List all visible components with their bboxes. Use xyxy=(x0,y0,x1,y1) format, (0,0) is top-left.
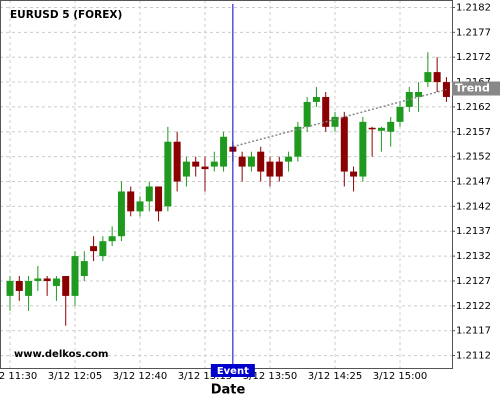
candle-body xyxy=(173,141,181,182)
candle-body xyxy=(164,141,172,207)
y-tick-label: 1.2137 xyxy=(456,226,491,237)
y-tick-label: 1.2142 xyxy=(456,201,491,212)
candle-body xyxy=(182,161,190,177)
candle-body xyxy=(43,278,51,281)
candle-body xyxy=(331,116,339,127)
trend-label: Trend xyxy=(455,82,490,95)
candle-body xyxy=(350,171,358,177)
candle-body xyxy=(127,191,135,212)
candle-body xyxy=(62,276,70,296)
candle-body xyxy=(108,236,116,242)
candle-body xyxy=(368,127,376,130)
watermark: www.delkos.com xyxy=(14,349,108,360)
candle-body xyxy=(387,121,395,132)
candle-body xyxy=(192,161,200,167)
chart-title: EURUSD 5 (FOREX) xyxy=(10,9,122,21)
candle-body xyxy=(99,241,107,257)
candle-body xyxy=(25,280,33,296)
y-tick-label: 1.2147 xyxy=(456,177,491,188)
candle-body xyxy=(312,96,320,102)
candle-body xyxy=(442,82,450,97)
trend-label-box xyxy=(452,81,500,96)
x-tick-label: 3/12 12:40 xyxy=(113,371,167,382)
y-tick-label: 1.2122 xyxy=(456,301,491,312)
candle-body xyxy=(257,151,265,172)
grid xyxy=(0,0,452,368)
candle-body xyxy=(247,156,255,167)
candle-body xyxy=(322,96,330,127)
x-tick-label: 3/12 15:00 xyxy=(373,371,427,382)
y-tick-label: 1.2117 xyxy=(456,326,491,337)
candle-body xyxy=(136,201,144,212)
candle-body xyxy=(275,161,283,177)
trend-line xyxy=(232,88,447,148)
candle-body xyxy=(145,186,153,202)
candle-body xyxy=(303,101,311,127)
x-axis-label: Date xyxy=(211,383,246,398)
candle-body xyxy=(433,72,441,83)
y-tick-label: 1.2157 xyxy=(456,127,491,138)
candle-body xyxy=(340,116,348,172)
y-tick-label: 1.2162 xyxy=(456,102,491,113)
candle-body xyxy=(71,256,79,296)
x-tick-label: 3/12 11:30 xyxy=(0,371,37,382)
y-tick-label: 1.2172 xyxy=(456,52,491,63)
x-tick-label: 3/12 13:50 xyxy=(243,371,297,382)
candle-body xyxy=(15,280,23,291)
candle-body xyxy=(80,261,88,276)
x-tick-label: 3/12 12:05 xyxy=(48,371,102,382)
y-tick-label: 1.2132 xyxy=(456,251,491,262)
candle-body xyxy=(34,278,42,281)
x-tick-label: 3/12 13:15 xyxy=(178,371,232,382)
x-tick-label: 3/12 14:25 xyxy=(308,371,362,382)
candle-body xyxy=(424,72,432,83)
candle-body xyxy=(415,92,423,97)
candle-body xyxy=(405,92,413,107)
candle-body xyxy=(52,278,60,286)
candle-body xyxy=(238,156,246,167)
candle-body xyxy=(201,166,209,170)
candle-body xyxy=(285,156,293,162)
marks xyxy=(6,4,450,368)
y-tick-label: 1.2177 xyxy=(456,27,491,38)
y-tick-label: 1.2112 xyxy=(456,351,491,362)
event-label-box xyxy=(210,364,255,377)
candle-body xyxy=(155,186,163,212)
y-tick-label: 1.2152 xyxy=(456,152,491,163)
candle-body xyxy=(90,246,98,252)
y-tick-label: 1.2127 xyxy=(456,276,491,287)
candle-body xyxy=(266,161,274,177)
candle-body xyxy=(294,126,302,157)
candle-body xyxy=(377,127,385,131)
candle-body xyxy=(396,106,404,122)
y-tick-label: 1.2182 xyxy=(456,2,491,13)
candle-body xyxy=(359,121,367,177)
candle-body xyxy=(117,191,125,237)
candle-body xyxy=(220,136,228,167)
candle-body xyxy=(210,161,218,167)
candle-body xyxy=(6,280,14,296)
event-label: Event xyxy=(217,366,249,377)
